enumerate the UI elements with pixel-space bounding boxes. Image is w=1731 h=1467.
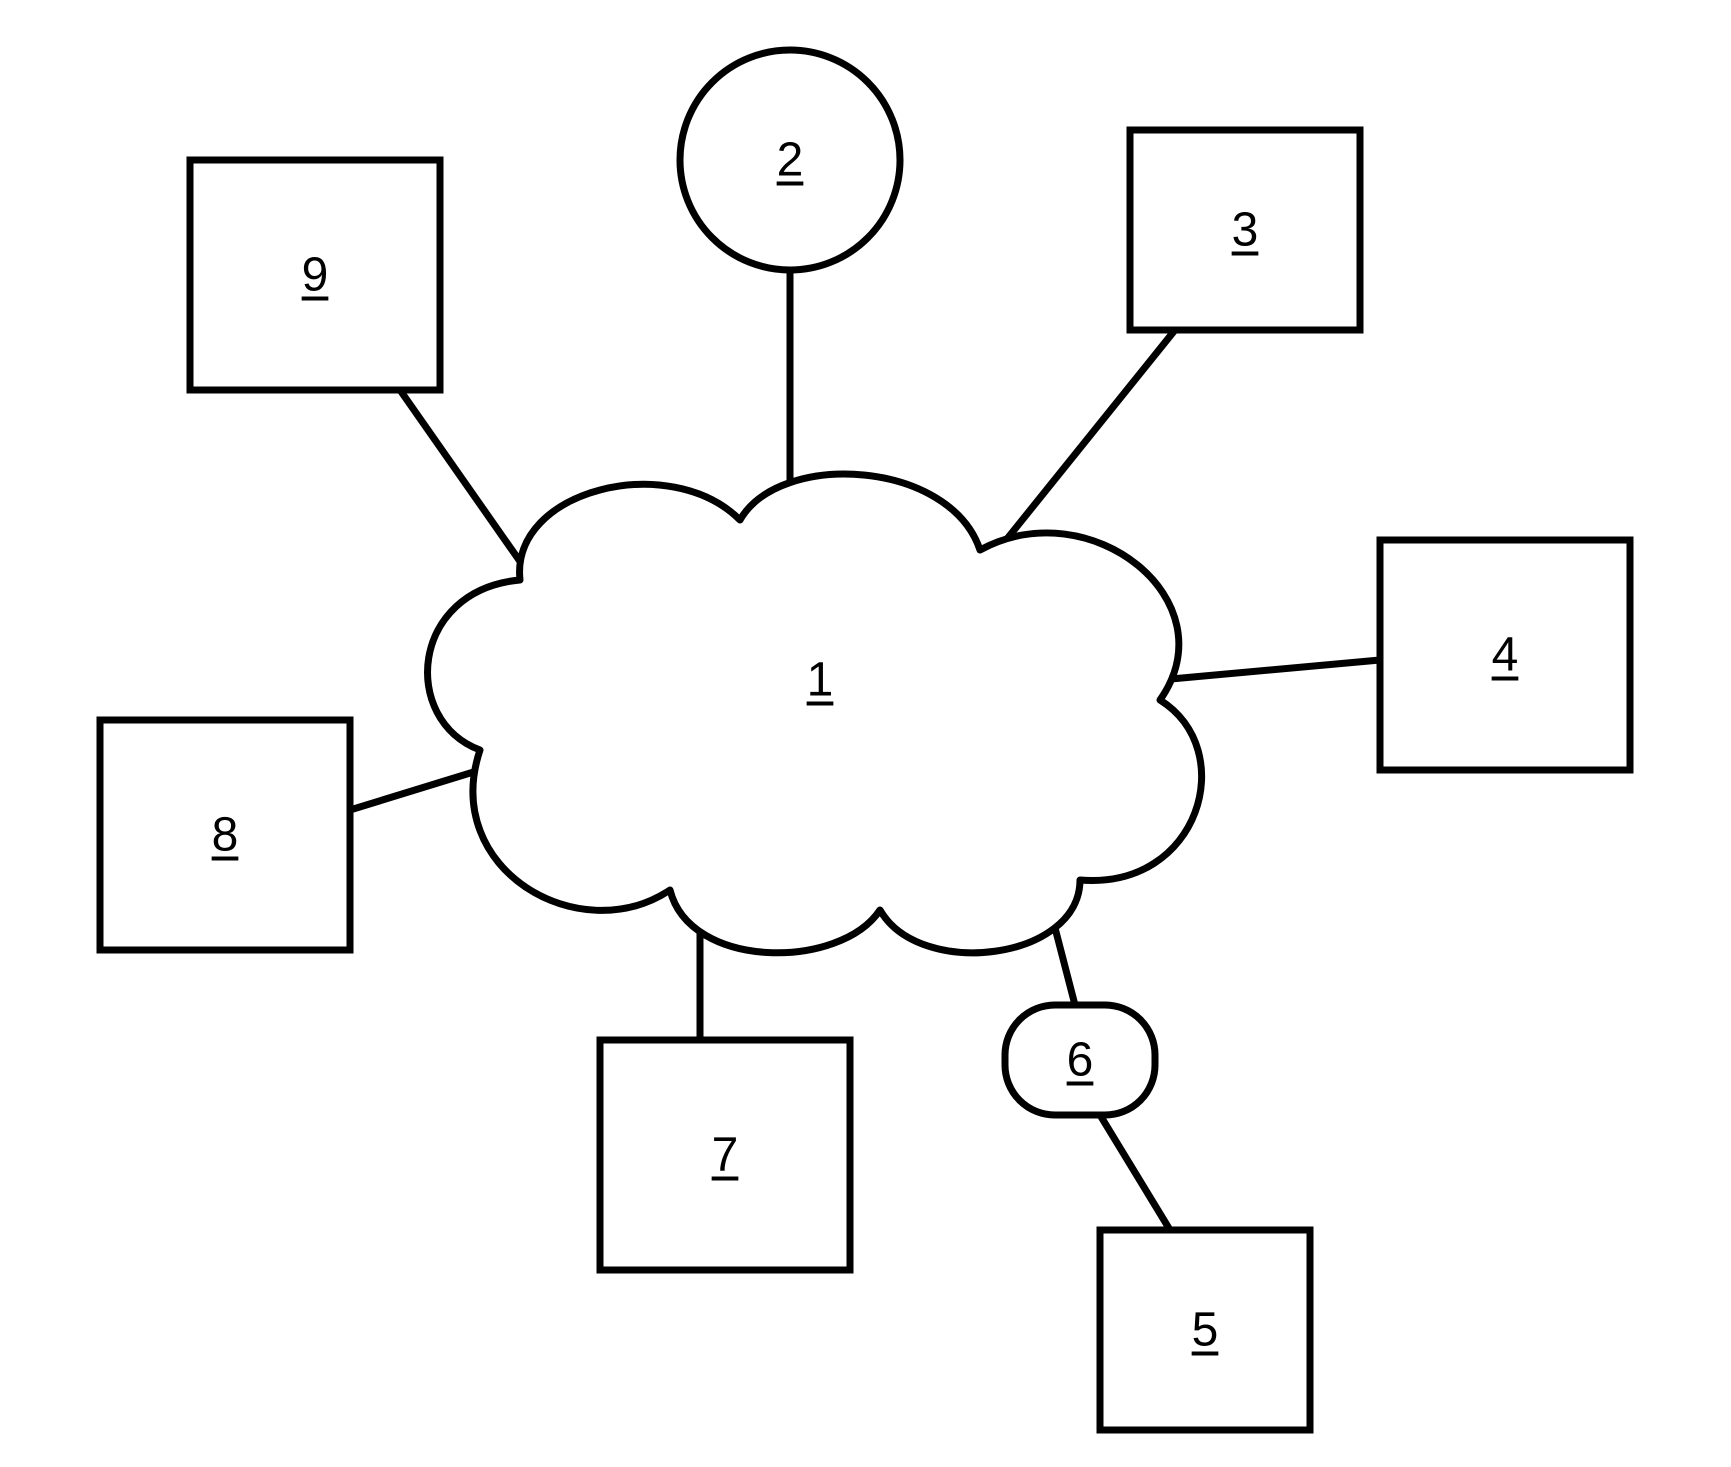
cloud-node [428, 474, 1202, 953]
diagram-canvas [0, 0, 1731, 1467]
edge-cloud-4 [1160, 660, 1380, 680]
edge-cloud-8 [350, 770, 480, 810]
edge-6-5 [1100, 1115, 1170, 1230]
node-4 [1380, 540, 1630, 770]
node-5 [1100, 1230, 1310, 1430]
node-8 [100, 720, 350, 950]
node-6 [1005, 1005, 1155, 1115]
node-2 [680, 50, 900, 270]
edge-cloud-3 [990, 330, 1175, 560]
node-9 [190, 160, 440, 390]
node-3 [1130, 130, 1360, 330]
node-7 [600, 1040, 850, 1270]
cloud-shape [428, 474, 1202, 953]
